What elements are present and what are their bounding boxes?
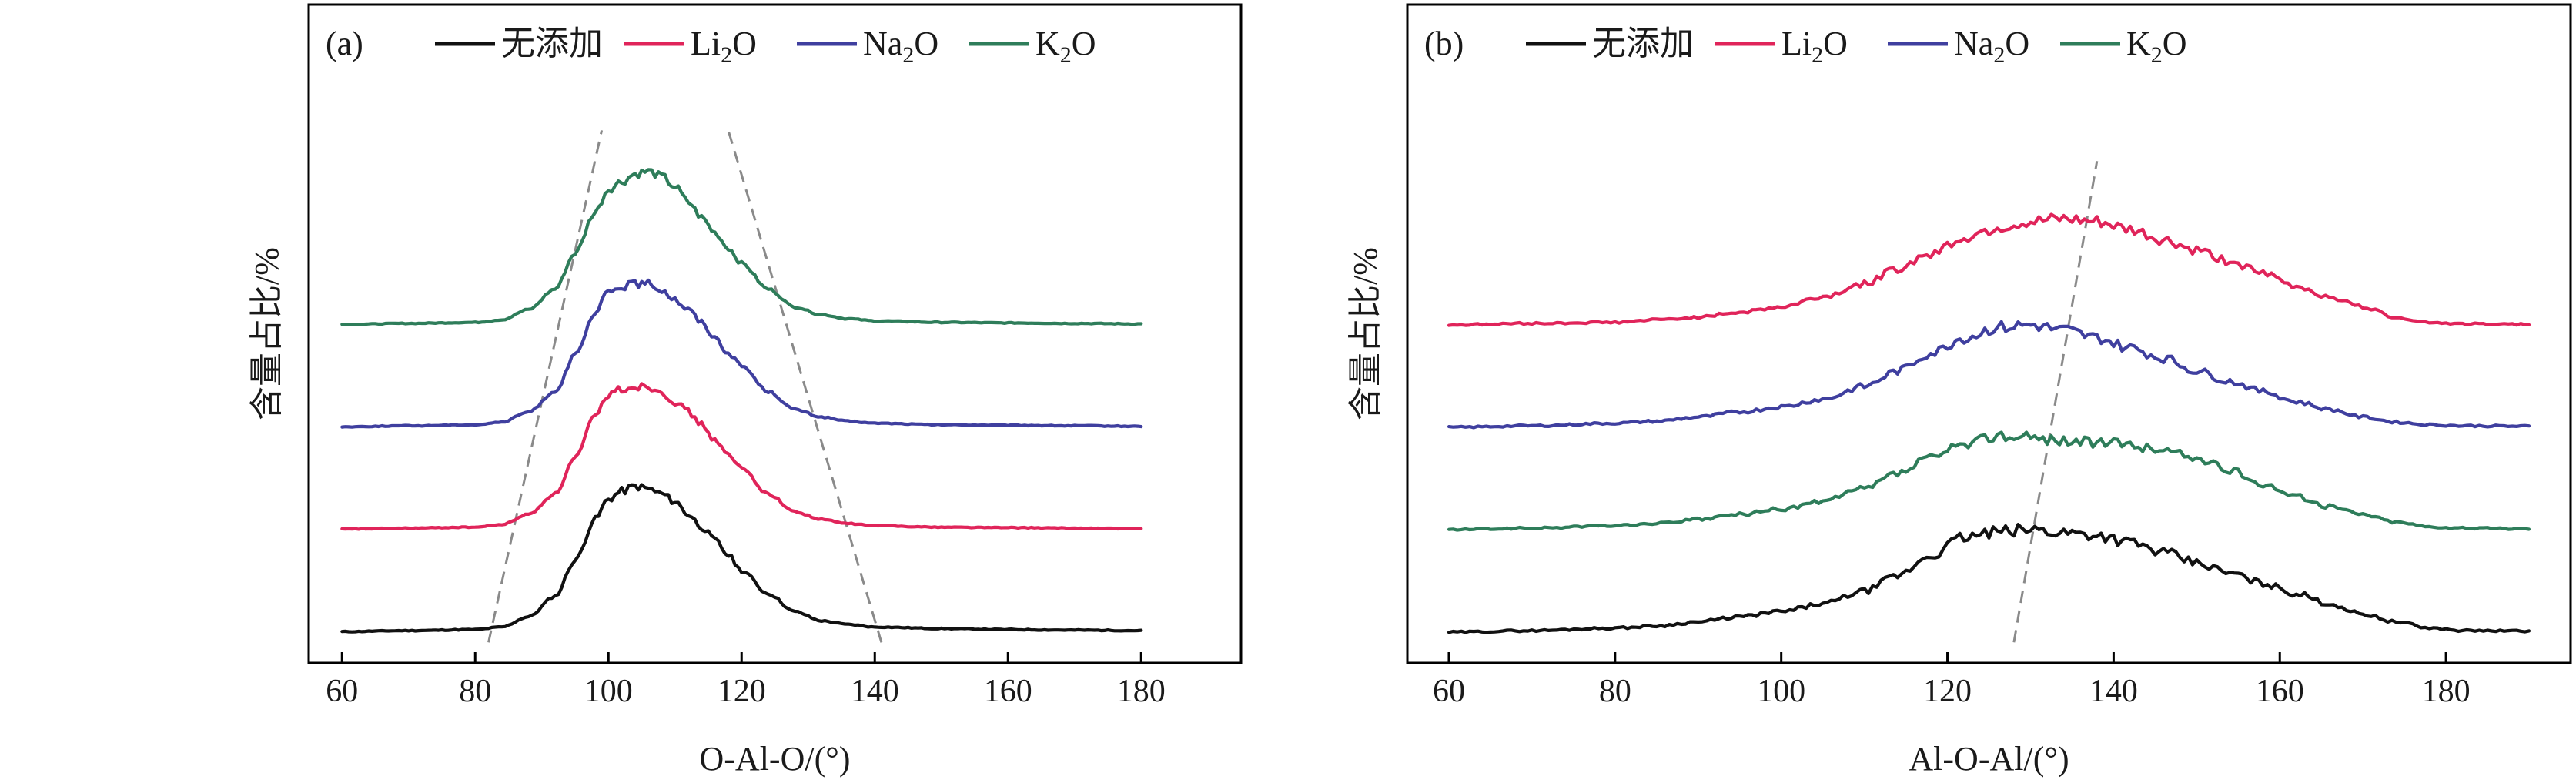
x-axis-title: Al-O-Al/(°)	[1909, 740, 2069, 778]
panel-label: (b)	[1424, 25, 1464, 62]
legend-label: 无添加	[1592, 25, 1694, 62]
plot-frame	[1406, 3, 2572, 664]
legend-label: Na2​O	[863, 25, 938, 68]
series-line	[1447, 430, 2531, 532]
legend-label: Na2​O	[1954, 25, 2029, 68]
x-tick-label: 120	[718, 674, 766, 709]
x-tick-label: 60	[1433, 674, 1465, 709]
series-line	[1447, 212, 2531, 327]
series-line	[1447, 523, 2531, 634]
legend-label: K2​O	[2126, 25, 2187, 68]
x-tick-label: 100	[584, 674, 633, 709]
x-tick-label: 160	[2256, 674, 2304, 709]
panel-b: 60 80 100 120 140 160 180 Al-O-Al/(°) 含量占比/% (b) 无…	[1347, 3, 2572, 778]
x-tick-label: 180	[1117, 674, 1166, 709]
y-axis-title: 含量占比/%	[248, 247, 286, 420]
series-line	[340, 382, 1143, 531]
panel-a: 60 80 100 120 140 160 180 O-Al-O/(°) 含量占比/% (a) 无添…	[248, 3, 1243, 778]
panel-label: (a)	[326, 25, 363, 62]
x-tick-label: 80	[1599, 674, 1631, 709]
legend-label: 无添加	[501, 25, 603, 62]
legend-label: K2​O	[1035, 25, 1096, 68]
series-line	[340, 168, 1143, 326]
guide-line	[487, 129, 604, 643]
plot-frame	[307, 3, 1243, 664]
x-axis-title: O-Al-O/(°)	[700, 740, 851, 778]
x-tick-label: 80	[459, 674, 491, 709]
legend-label: Li2​O	[1781, 25, 1848, 68]
legend-label: Li2​O	[691, 25, 757, 68]
guide-line	[727, 129, 883, 643]
series-line	[340, 278, 1143, 429]
x-tick-label: 140	[2089, 674, 2138, 709]
y-axis-title: 含量占比/%	[1347, 247, 1384, 420]
guide-line	[2012, 160, 2099, 643]
x-tick-label: 160	[984, 674, 1032, 709]
x-tick-label: 140	[851, 674, 899, 709]
x-tick-label: 180	[2422, 674, 2471, 709]
series-line	[1447, 320, 2531, 430]
series-line	[340, 483, 1143, 634]
x-tick-label: 100	[1757, 674, 1805, 709]
x-tick-label: 120	[1923, 674, 1972, 709]
x-tick-label: 60	[326, 674, 358, 709]
